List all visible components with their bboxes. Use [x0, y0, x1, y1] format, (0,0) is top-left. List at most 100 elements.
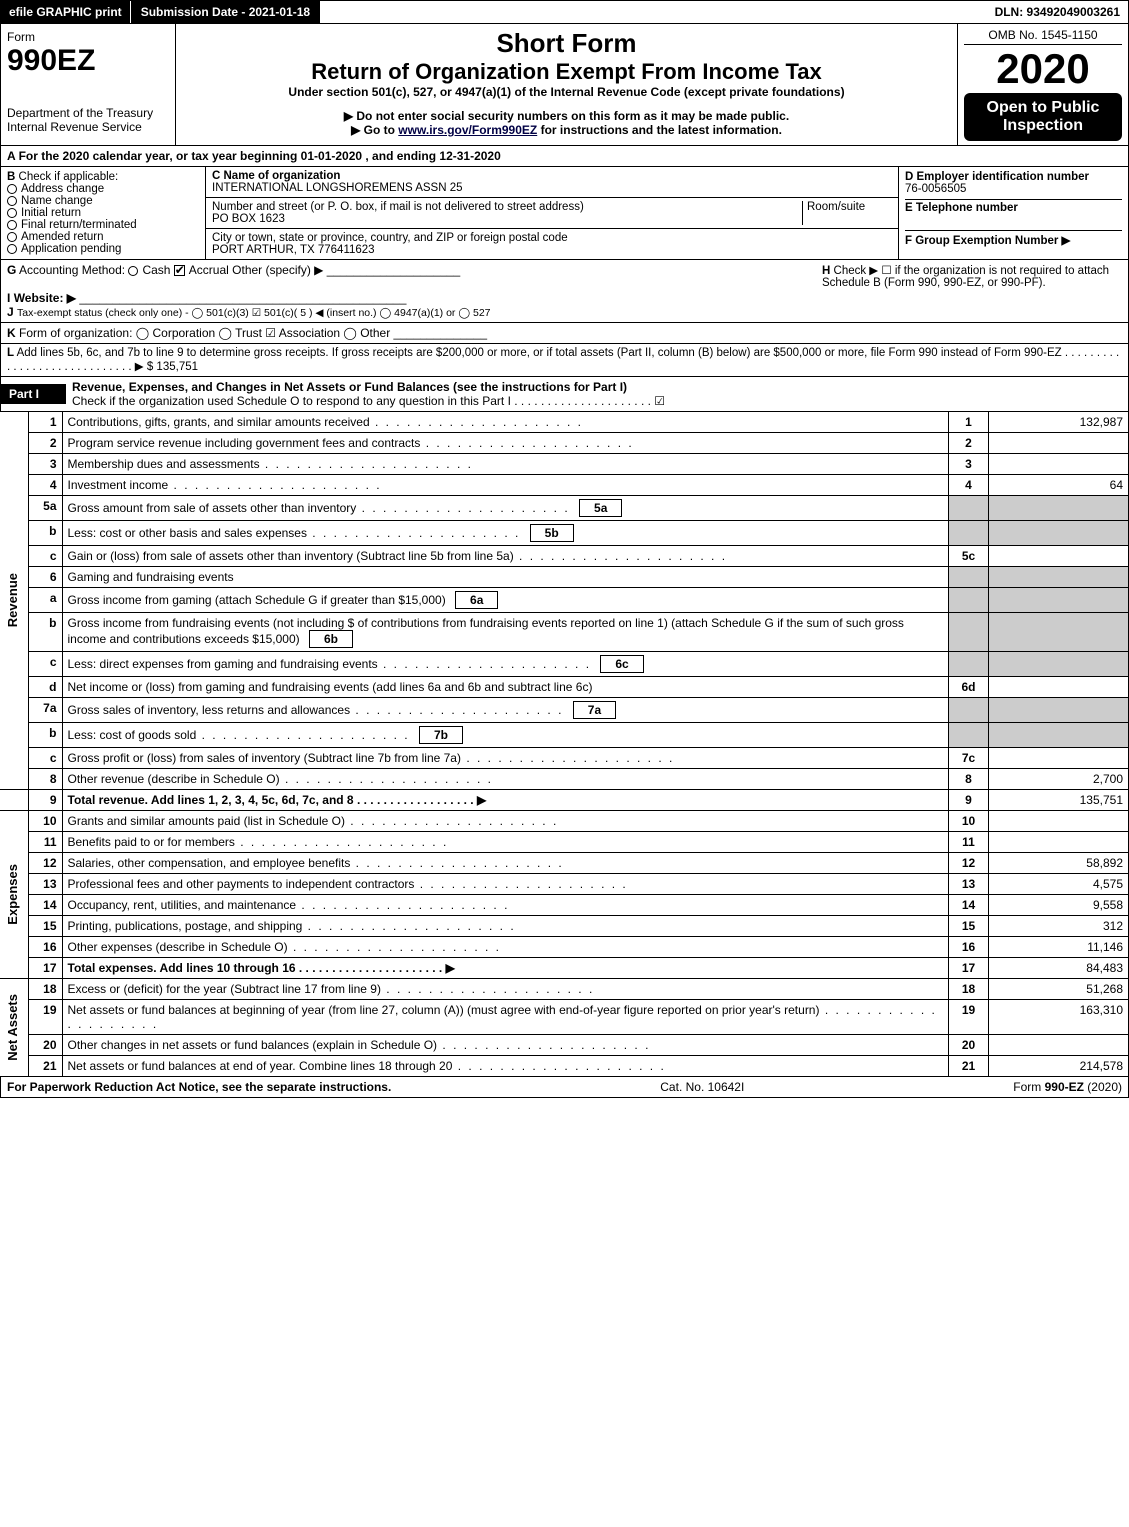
l17-num: 17	[949, 958, 989, 979]
opt-pending: Application pending	[21, 243, 121, 255]
table-row: 8Other revenue (describe in Schedule O)8…	[0, 769, 1129, 790]
opt-initial-return: Initial return	[21, 207, 81, 219]
table-row: 3Membership dues and assessments3	[0, 454, 1129, 475]
chk-final-return[interactable]	[7, 220, 17, 230]
goto-pre: ▶ Go to	[351, 123, 398, 137]
l17-amt: 84,483	[989, 958, 1129, 979]
line-a: A For the 2020 calendar year, or tax yea…	[0, 146, 1129, 167]
efile-print-button[interactable]: efile GRAPHIC print	[1, 1, 131, 23]
l10-amt	[989, 811, 1129, 832]
chk-initial-return[interactable]	[7, 208, 17, 218]
org-city: PORT ARTHUR, TX 776411623	[212, 244, 375, 256]
col-c: C Name of organization INTERNATIONAL LON…	[206, 167, 898, 259]
l8-text: Other revenue (describe in Schedule O)	[62, 769, 949, 790]
under-section: Under section 501(c), 527, or 4947(a)(1)…	[182, 85, 951, 99]
table-row: 15Printing, publications, postage, and s…	[0, 916, 1129, 937]
l14-num: 14	[949, 895, 989, 916]
l2-text: Program service revenue including govern…	[62, 433, 949, 454]
foot-right: Form 990-EZ (2020)	[1013, 1080, 1122, 1094]
l13-num: 13	[949, 874, 989, 895]
l6d-num: 6d	[949, 677, 989, 698]
l-text: Add lines 5b, 6c, and 7b to line 9 to de…	[7, 347, 1119, 373]
table-row: 20Other changes in net assets or fund ba…	[0, 1035, 1129, 1056]
l7b-text: Less: cost of goods sold	[68, 728, 410, 742]
l6a-mid: 6a	[470, 593, 483, 607]
g-other-lbl: Other (specify) ▶	[232, 263, 323, 277]
opt-address-change: Address change	[21, 183, 104, 195]
form-title: Return of Organization Exempt From Incom…	[182, 59, 951, 85]
l8-num: 8	[949, 769, 989, 790]
col-def: D Employer identification number 76-0056…	[898, 167, 1128, 259]
l7b-mid: 7b	[434, 728, 448, 742]
l21-text: Net assets or fund balances at end of ye…	[62, 1056, 949, 1077]
l11-num: 11	[949, 832, 989, 853]
k-text: Form of organization: ◯ Corporation ◯ Tr…	[19, 326, 390, 340]
irs-link[interactable]: www.irs.gov/Form990EZ	[398, 123, 537, 137]
l18-amt: 51,268	[989, 979, 1129, 1000]
table-row: Net Assets 18Excess or (deficit) for the…	[0, 979, 1129, 1000]
l11-text: Benefits paid to or for members	[62, 832, 949, 853]
g-label: Accounting Method:	[19, 263, 125, 277]
l13-text: Professional fees and other payments to …	[62, 874, 949, 895]
l12-num: 12	[949, 853, 989, 874]
table-row: bLess: cost or other basis and sales exp…	[0, 521, 1129, 546]
form-header: Form 990EZ Department of the Treasury In…	[0, 24, 1129, 146]
l15-text: Printing, publications, postage, and shi…	[62, 916, 949, 937]
g-cash[interactable]	[128, 266, 138, 276]
g-accrual[interactable]	[174, 265, 185, 276]
line-k: K Form of organization: ◯ Corporation ◯ …	[0, 323, 1129, 344]
l5c-amt	[989, 546, 1129, 567]
l15-num: 15	[949, 916, 989, 937]
chk-address-change[interactable]	[7, 184, 17, 194]
l4-num: 4	[949, 475, 989, 496]
c-addr-lbl: Number and street (or P. O. box, if mail…	[212, 201, 584, 213]
l19-amt: 163,310	[989, 1000, 1129, 1035]
l18-text: Excess or (deficit) for the year (Subtra…	[62, 979, 949, 1000]
form-label: Form	[7, 30, 169, 44]
l16-num: 16	[949, 937, 989, 958]
l1-amt: 132,987	[989, 412, 1129, 433]
l6d-amt	[989, 677, 1129, 698]
l16-text: Other expenses (describe in Schedule O)	[62, 937, 949, 958]
chk-pending[interactable]	[7, 244, 17, 254]
l19-text: Net assets or fund balances at beginning…	[62, 1000, 949, 1035]
form-number: 990EZ	[7, 44, 169, 78]
l6-text: Gaming and fundraising events	[62, 567, 949, 588]
g-accrual-lbl: Accrual	[189, 263, 229, 277]
table-row: 5aGross amount from sale of assets other…	[0, 496, 1129, 521]
table-row: dNet income or (loss) from gaming and fu…	[0, 677, 1129, 698]
table-row: cGain or (loss) from sale of assets othe…	[0, 546, 1129, 567]
l1-num: 1	[949, 412, 989, 433]
opt-name-change: Name change	[21, 195, 93, 207]
l6b-text: Gross income from fundraising events (no…	[68, 616, 904, 646]
l6d-text: Net income or (loss) from gaming and fun…	[62, 677, 949, 698]
l13-amt: 4,575	[989, 874, 1129, 895]
l3-text: Membership dues and assessments	[62, 454, 949, 475]
l18-num: 18	[949, 979, 989, 1000]
expenses-side-label: Expenses	[5, 864, 20, 925]
table-row: 11Benefits paid to or for members11	[0, 832, 1129, 853]
table-row: 12Salaries, other compensation, and empl…	[0, 853, 1129, 874]
org-name: INTERNATIONAL LONGSHOREMENS ASSN 25	[212, 182, 463, 194]
chk-amended[interactable]	[7, 232, 17, 242]
j-text: Tax-exempt status (check only one) - ◯ 5…	[17, 307, 490, 319]
chk-name-change[interactable]	[7, 196, 17, 206]
footer: For Paperwork Reduction Act Notice, see …	[0, 1077, 1129, 1098]
table-row: Revenue 1Contributions, gifts, grants, a…	[0, 412, 1129, 433]
l9-amt: 135,751	[989, 790, 1129, 811]
l6a-text: Gross income from gaming (attach Schedul…	[68, 593, 446, 607]
i-label: Website: ▶	[14, 291, 76, 305]
l3-num: 3	[949, 454, 989, 475]
h-text: Check ▶ ☐ if the organization is not req…	[822, 265, 1109, 289]
table-row: bLess: cost of goods sold 7b	[0, 723, 1129, 748]
l5a-text: Gross amount from sale of assets other t…	[68, 501, 570, 515]
lines-table: Revenue 1Contributions, gifts, grants, a…	[0, 412, 1129, 1077]
f-lbl: F Group Exemption Number ▶	[905, 235, 1070, 247]
l11-amt	[989, 832, 1129, 853]
table-row: bGross income from fundraising events (n…	[0, 613, 1129, 652]
header-right: OMB No. 1545-1150 2020 Open to Public In…	[958, 24, 1128, 145]
short-form: Short Form	[182, 28, 951, 59]
top-bar: efile GRAPHIC print Submission Date - 20…	[0, 0, 1129, 24]
table-row: aGross income from gaming (attach Schedu…	[0, 588, 1129, 613]
c-city-lbl: City or town, state or province, country…	[212, 232, 568, 244]
